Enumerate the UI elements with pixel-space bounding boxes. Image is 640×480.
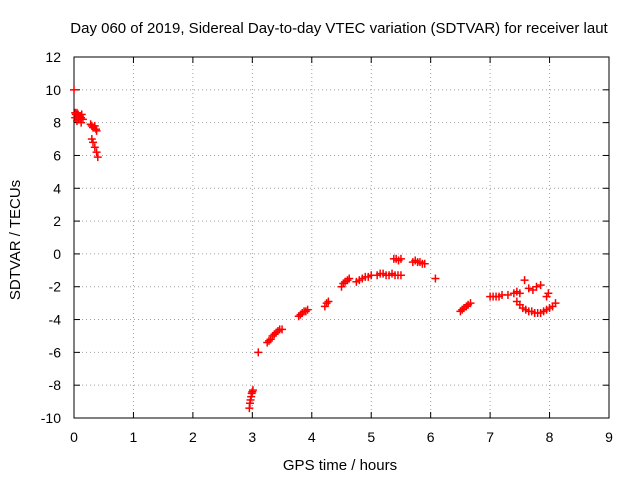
y-tick-label: 2	[53, 213, 61, 229]
data-point	[264, 336, 273, 345]
x-tick-label: 6	[427, 429, 435, 445]
data-point	[278, 325, 287, 334]
y-tick-label: -4	[49, 312, 62, 328]
x-tick-label: 4	[308, 429, 316, 445]
x-axis-label: GPS time / hours	[283, 457, 397, 474]
data-point	[396, 271, 405, 280]
y-tick-label: 6	[53, 147, 61, 163]
y-tick-label: 0	[53, 246, 61, 262]
data-point	[77, 118, 86, 127]
data-point	[92, 148, 101, 157]
x-tick-label: 8	[546, 429, 554, 445]
data-point	[93, 153, 102, 162]
x-tick-label: 9	[605, 429, 613, 445]
grid	[74, 57, 609, 418]
data-point	[515, 289, 524, 298]
data-point	[536, 281, 545, 290]
data-point	[339, 279, 348, 288]
data-point	[254, 348, 263, 357]
x-tick-label: 3	[248, 429, 256, 445]
data-point	[466, 299, 475, 308]
data-point	[420, 259, 429, 268]
x-tick-label: 1	[130, 429, 138, 445]
data-point	[544, 289, 553, 298]
y-tick-label: -8	[49, 377, 62, 393]
x-tick-label: 5	[367, 429, 375, 445]
chart-title: Day 060 of 2019, Sidereal Day-to-day VTE…	[70, 20, 608, 37]
ticks	[73, 56, 610, 419]
y-tick-label: 8	[53, 115, 61, 131]
data-point	[520, 276, 529, 285]
data-points	[70, 85, 560, 413]
data-point	[248, 386, 257, 395]
data-point	[92, 126, 101, 135]
y-tick-label: -2	[49, 279, 62, 295]
data-point	[532, 282, 541, 291]
y-tick-label: -6	[49, 344, 62, 360]
x-tick-labels: 0 1 2 3 4 5 6 7 8 9	[70, 429, 613, 445]
data-point	[322, 299, 331, 308]
data-point	[462, 302, 471, 311]
data-point	[89, 138, 98, 147]
data-point	[273, 327, 282, 336]
y-tick-labels: -10 -8 -6 -4 -2 0 2 4 6 8 10 12	[41, 49, 61, 426]
data-point	[90, 143, 99, 152]
data-point	[524, 284, 533, 293]
y-tick-label: 12	[45, 49, 61, 65]
y-tick-label: -10	[41, 410, 61, 426]
data-point	[458, 305, 467, 314]
y-tick-label: 4	[53, 180, 61, 196]
data-point	[301, 307, 310, 316]
plot-frame	[73, 56, 610, 419]
data-point	[503, 290, 512, 299]
y-axis-label: SDTVAR / TECUs	[7, 180, 24, 300]
x-tick-label: 2	[189, 429, 197, 445]
data-point	[324, 297, 333, 306]
data-point	[345, 274, 354, 283]
data-point	[298, 308, 307, 317]
data-point	[551, 299, 560, 308]
data-point	[303, 305, 312, 314]
data-point	[431, 274, 440, 283]
y-tick-label: 10	[45, 82, 61, 98]
x-tick-label: 7	[486, 429, 494, 445]
data-point	[343, 276, 352, 285]
data-point	[70, 85, 78, 94]
data-point	[396, 254, 405, 263]
x-tick-label: 0	[70, 429, 78, 445]
data-point	[77, 110, 86, 119]
data-point	[72, 116, 81, 125]
